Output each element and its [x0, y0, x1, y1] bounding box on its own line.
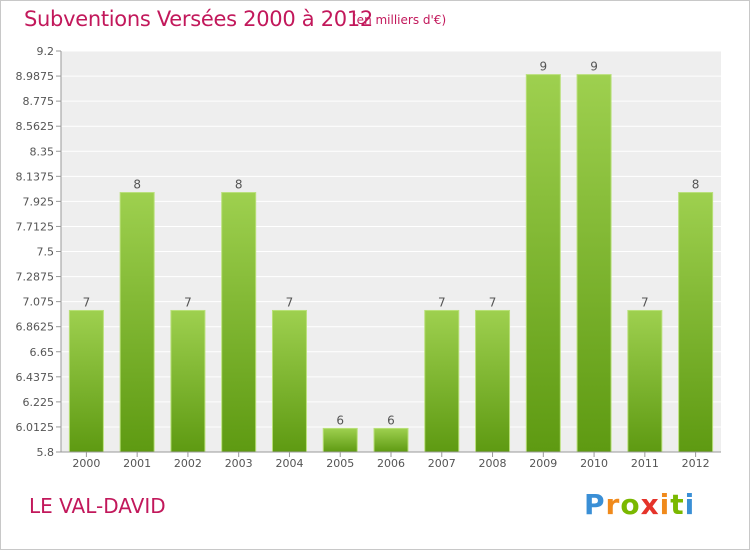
- bar: [170, 309, 206, 453]
- bar: [271, 309, 307, 453]
- y-tick-label: 8.5625: [16, 120, 55, 133]
- x-tick-label: 2006: [377, 457, 405, 470]
- x-tick-label: 2011: [631, 457, 659, 470]
- x-tick-label: 2001: [123, 457, 151, 470]
- y-tick-label: 8.9875: [16, 70, 55, 83]
- x-tick-label: 2002: [174, 457, 202, 470]
- bar-value-label: 8: [133, 178, 141, 192]
- x-tick-label: 2004: [275, 457, 303, 470]
- y-tick-label: 7.075: [23, 296, 55, 309]
- x-tick-label: 2012: [682, 457, 710, 470]
- y-tick-label: 8.1375: [16, 170, 55, 183]
- x-tick-label: 2008: [479, 457, 507, 470]
- chart-title: Subventions Versées 2000 à 2012: [24, 7, 373, 31]
- bar-value-label: 8: [235, 178, 243, 192]
- bar: [678, 192, 714, 453]
- bar-value-label: 7: [489, 295, 497, 309]
- y-tick-label: 7.5: [37, 246, 55, 259]
- bar-value-label: 7: [286, 295, 294, 309]
- bar-value-label: 8: [692, 178, 700, 192]
- y-tick-label: 7.925: [23, 195, 55, 208]
- bar-value-label: 9: [539, 60, 547, 74]
- bar-value-label: 7: [83, 295, 91, 309]
- x-tick-label: 2005: [326, 457, 354, 470]
- bar-value-label: 6: [336, 413, 344, 427]
- bar: [373, 427, 409, 453]
- bar-value-label: 6: [387, 413, 395, 427]
- y-tick-label: 6.4375: [16, 371, 55, 384]
- y-tick-label: 7.7125: [16, 220, 55, 233]
- y-tick-label: 5.8: [37, 446, 55, 459]
- x-tick-label: 2003: [225, 457, 253, 470]
- x-tick-label: 2000: [72, 457, 100, 470]
- bar-value-label: 9: [590, 60, 598, 74]
- x-tick-label: 2007: [428, 457, 456, 470]
- bar-value-label: 7: [641, 295, 649, 309]
- bar: [424, 309, 460, 453]
- bar: [68, 309, 104, 453]
- bar: [525, 74, 561, 453]
- bar: [475, 309, 511, 453]
- bar: [119, 192, 155, 453]
- y-tick-label: 8.775: [23, 95, 55, 108]
- y-tick-label: 7.2875: [16, 271, 55, 284]
- y-tick-label: 6.225: [23, 396, 55, 409]
- y-tick-label: 6.65: [30, 346, 55, 359]
- x-tick-label: 2010: [580, 457, 608, 470]
- chart-subtitle: (en milliers d'€): [352, 13, 447, 27]
- y-tick-label: 6.8625: [16, 321, 55, 334]
- bar: [221, 192, 257, 453]
- y-tick-label: 8.35: [30, 145, 55, 158]
- bar-value-label: 7: [184, 295, 192, 309]
- proxiti-logo: Proxiti: [584, 488, 696, 521]
- bar-value-label: 7: [438, 295, 446, 309]
- y-tick-label: 6.0125: [16, 421, 55, 434]
- x-tick-label: 2009: [529, 457, 557, 470]
- bar: [322, 427, 358, 453]
- bar: [576, 74, 612, 453]
- y-tick-label: 9.2: [37, 45, 55, 58]
- place-name: LE VAL-DAVID: [29, 494, 166, 518]
- bar: [627, 309, 663, 453]
